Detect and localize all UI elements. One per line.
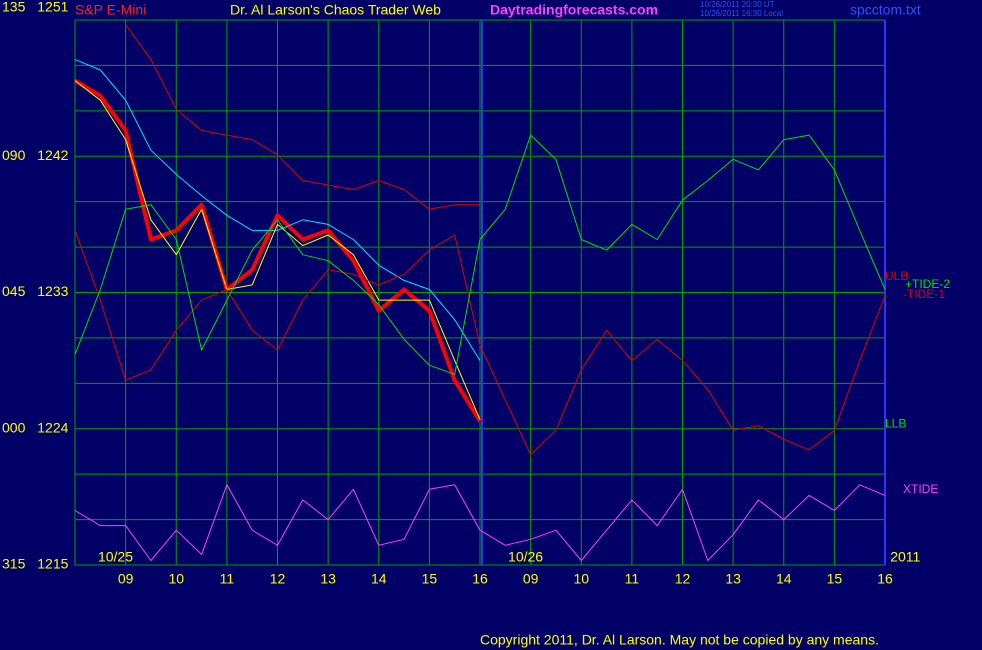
symbol: S&P E-Mini: [75, 2, 146, 18]
date-annotation: 10/26: [508, 549, 543, 565]
x-tick-label: 14: [776, 571, 792, 587]
series-line: [74, 80, 481, 420]
legend-label: ULB: [885, 269, 908, 283]
x-tick-label: 16: [877, 571, 893, 587]
date-annotation: 10/25: [98, 549, 133, 565]
website: Daytradingforecasts.com: [490, 2, 658, 18]
series-line: [74, 58, 481, 361]
y-tick-label: 000 1224: [2, 419, 69, 435]
x-tick-label: 12: [675, 571, 691, 587]
x-tick-label: 10: [168, 571, 184, 587]
y-tick-label: 315 1215: [2, 556, 69, 572]
timestamp-ut: 10/26/2011 20:30 UT: [700, 0, 775, 9]
series-line: [74, 134, 886, 375]
x-tick-label: 13: [725, 571, 741, 587]
y-tick-label: 135 1251: [2, 0, 69, 15]
chart-title: Dr. Al Larson's Chaos Trader Web: [230, 2, 441, 18]
y-tick-label: 090 1242: [2, 147, 69, 163]
copyright: Copyright 2011, Dr. Al Larson. May not b…: [480, 632, 879, 648]
x-tick-label: 15: [422, 571, 438, 587]
legend-label: XTIDE: [903, 482, 938, 496]
x-tick-label: 16: [472, 571, 488, 587]
series-line: [125, 24, 480, 210]
legend-label: -TIDE-1: [903, 287, 945, 301]
x-tick-label: 14: [371, 571, 387, 587]
legend-label: +TIDE-2: [905, 277, 950, 291]
x-tick-label: 11: [220, 571, 235, 587]
series-line: [74, 484, 886, 561]
series-line: [73, 78, 482, 423]
timestamp-local: 10/26/2011 16:30 Local: [700, 9, 783, 18]
x-tick-label: 11: [625, 571, 640, 587]
date-annotation: 2011: [890, 549, 920, 565]
x-tick-label: 09: [523, 571, 539, 587]
y-tick-label: 045 1233: [2, 283, 69, 299]
filename: spcctom.txt: [850, 2, 921, 18]
x-tick-label: 09: [118, 571, 134, 587]
legend-label: LLB: [885, 416, 906, 430]
x-tick-label: 15: [827, 571, 843, 587]
x-tick-label: 12: [270, 571, 286, 587]
x-tick-label: 10: [573, 571, 589, 587]
series-line: [74, 230, 886, 455]
x-tick-label: 13: [320, 571, 336, 587]
